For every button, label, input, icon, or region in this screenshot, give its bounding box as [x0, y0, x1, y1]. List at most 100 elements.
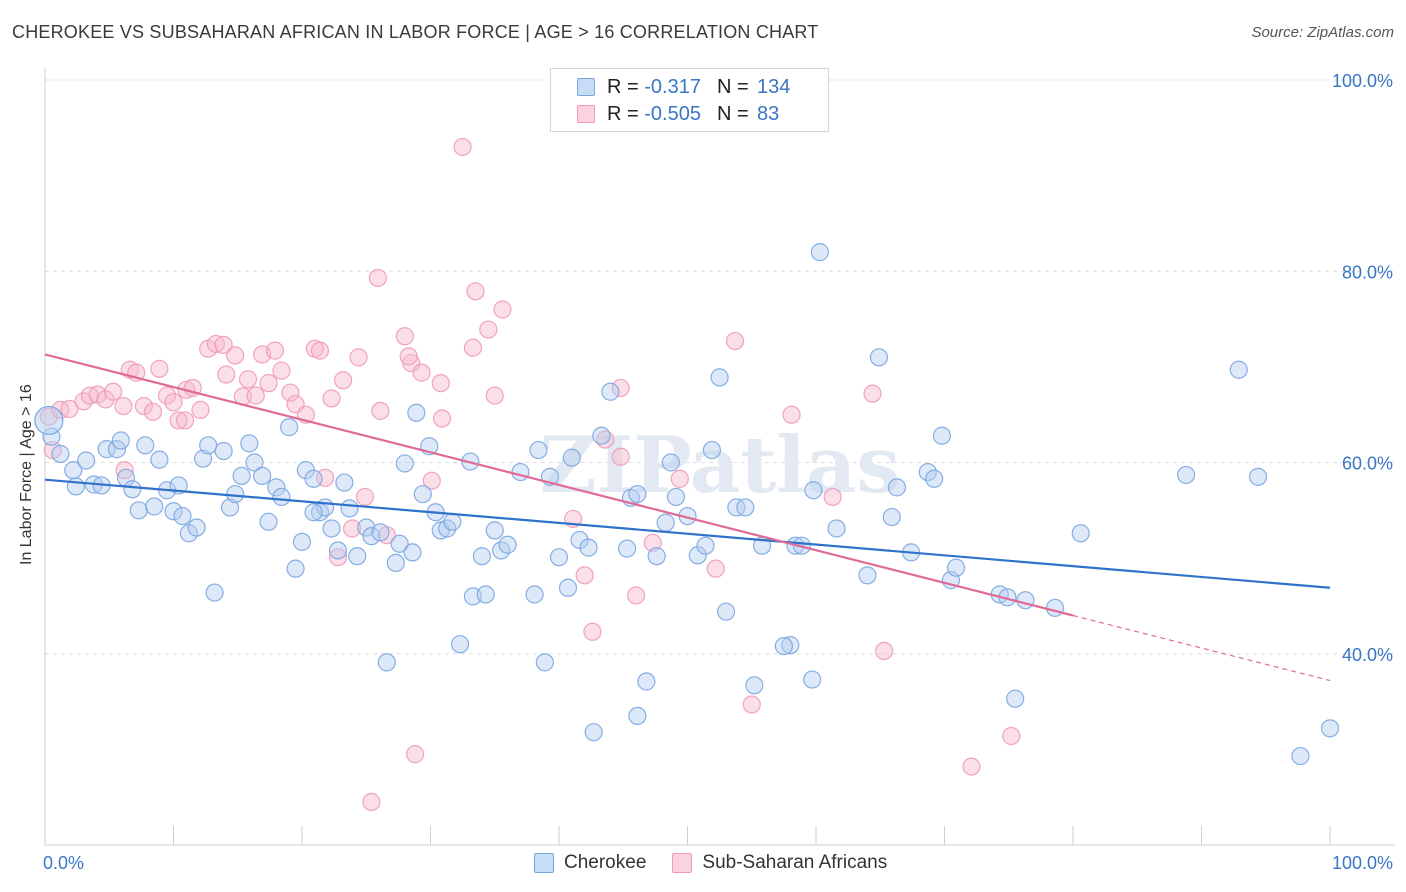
cherokee-point [918, 462, 937, 482]
bottom-legend-label: Sub-Saharan Africans [702, 852, 888, 873]
y-tick-label: 40.0% [1342, 645, 1393, 665]
subsaharan-point [157, 386, 177, 405]
cherokee-point [51, 444, 70, 463]
subsaharan-trend-line [44, 353, 1074, 617]
cherokee-points [34, 243, 1340, 766]
subsaharan-point [150, 359, 169, 378]
cherokee-point [450, 635, 470, 654]
cherokee-point [348, 547, 367, 566]
subsaharan-point [863, 384, 882, 403]
subsaharan-point [611, 378, 630, 398]
subsaharan-point [355, 487, 375, 507]
subsaharan-point [96, 390, 115, 409]
cherokee-point [472, 547, 491, 566]
subsaharan-swatch [672, 853, 693, 873]
cherokee-point [214, 441, 233, 461]
subsaharan-point [670, 469, 689, 488]
subsaharan-point [265, 341, 285, 360]
y-tick-label: 100.0% [1332, 71, 1393, 91]
subsaharan-point [706, 559, 725, 578]
chart-title: CHEROKEE VS SUBSAHARAN AFRICAN IN LABOR … [12, 22, 819, 42]
cherokee-point [932, 426, 952, 445]
subsaharan-point [60, 399, 79, 419]
cherokee-point [511, 462, 530, 482]
subsaharan-trend-extension [1072, 614, 1331, 682]
subsaharan-point [226, 346, 245, 365]
cherokee-point [129, 501, 148, 520]
cherokee-point [485, 521, 504, 540]
cherokee-point [240, 434, 259, 453]
subsaharan-point [115, 461, 134, 480]
cherokee-point [1229, 360, 1248, 379]
cherokee-point [272, 487, 291, 507]
cherokee-point [774, 636, 793, 656]
cherokee-point [245, 453, 264, 472]
subsaharan-point [725, 331, 745, 351]
bottom-legend-label: Cherokee [564, 852, 647, 873]
cherokee-point [1016, 591, 1035, 610]
cherokee-point [858, 566, 877, 585]
subsaharan-point [742, 695, 761, 714]
cherokee-point [803, 670, 822, 689]
x-tick-label: 100.0% [1332, 853, 1393, 873]
cherokee-point [882, 507, 901, 527]
cherokee-point [498, 535, 517, 554]
cherokee-point [390, 534, 409, 553]
cherokee-point [232, 466, 251, 485]
legend: R = -0.317 N = 134 R = -0.505 N = 83 [550, 68, 829, 132]
cherokee-point [292, 532, 312, 551]
subsaharan-point [395, 327, 414, 346]
subsaharan-point [782, 405, 801, 424]
subsaharan-point [238, 370, 258, 389]
cherokee-point [335, 473, 354, 492]
cherokee-point [887, 478, 907, 497]
subsaharan-point [399, 347, 418, 366]
legend-r-value: -0.505 [644, 102, 701, 125]
subsaharan-point [334, 371, 353, 390]
cherokee-point [716, 602, 736, 621]
cherokee-point [362, 527, 381, 546]
cherokee-point [77, 451, 96, 470]
cherokee-point [322, 519, 341, 538]
subsaharan-point [272, 361, 291, 380]
cherokee-point [267, 478, 286, 497]
cherokee-point [386, 553, 405, 573]
legend-n-value: 83 [757, 102, 780, 125]
cherokee-point [702, 440, 722, 460]
bottom-legend-cherokee: Cherokee [534, 852, 646, 874]
cherokee-point [535, 653, 554, 672]
cherokee-point [647, 547, 666, 566]
cherokee-point [187, 518, 206, 537]
cherokee-point [111, 431, 130, 450]
subsaharan-point [412, 363, 431, 382]
trend-lines [44, 353, 1331, 682]
cherokee-point [226, 484, 245, 504]
cherokee-point [107, 440, 127, 459]
cherokee-point [413, 484, 432, 504]
cherokee-point [199, 436, 218, 455]
subsaharan-point [343, 519, 362, 538]
subsaharan-point [114, 396, 133, 416]
subsaharan-point [575, 566, 594, 585]
cherokee-point [66, 477, 85, 496]
cherokee-point [810, 243, 829, 262]
subsaharan-point [643, 533, 662, 552]
subsaharan-point [432, 409, 452, 428]
cherokee-point [736, 498, 755, 517]
cherokee-point [205, 583, 224, 602]
subsaharan-point [310, 341, 330, 360]
subsaharan-point [349, 348, 368, 367]
cherokee-point [558, 578, 578, 597]
cherokee-point [1045, 598, 1065, 617]
cherokee-point [584, 723, 603, 742]
subsaharan-point [875, 641, 894, 660]
cherokee-point [601, 382, 620, 401]
cherokee-point [618, 539, 637, 558]
cherokee-point [304, 469, 323, 488]
cherokee-point [696, 536, 715, 555]
cherokee-point [1176, 465, 1196, 485]
subsaharan-point [169, 411, 188, 430]
x-tick-label: 0.0% [43, 853, 84, 873]
subsaharan-point [453, 137, 472, 157]
